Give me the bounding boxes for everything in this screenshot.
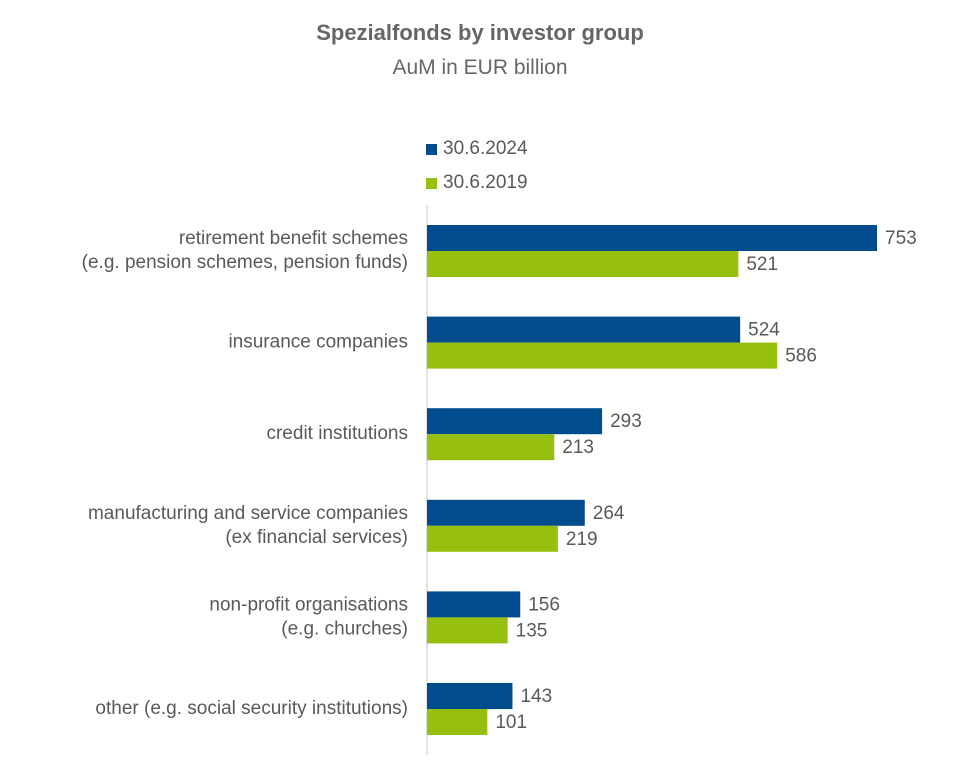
bar: [427, 251, 739, 277]
category-label: (ex financial services): [225, 527, 408, 548]
legend: 30.6.2024 30.6.2019: [426, 132, 528, 200]
data-label: 264: [593, 503, 625, 524]
data-label: 135: [516, 620, 548, 641]
data-label: 586: [785, 346, 817, 367]
data-label: 213: [562, 437, 594, 458]
data-label: 219: [566, 529, 598, 550]
bar: [427, 434, 555, 461]
bar: [427, 342, 778, 369]
chart-title: Spezialfonds by investor group: [316, 20, 644, 45]
data-label: 524: [748, 320, 780, 341]
legend-swatch-2019: [426, 177, 437, 189]
bar: [427, 709, 488, 735]
category-label: credit institutions: [266, 423, 408, 444]
bar: [427, 225, 877, 251]
data-label: 101: [495, 712, 527, 733]
bar: [427, 499, 585, 526]
legend-swatch-2024: [426, 143, 437, 155]
chart-subtitle: AuM in EUR billion: [392, 56, 568, 79]
data-label: 521: [746, 254, 778, 275]
data-label: 143: [520, 686, 552, 707]
data-label: 753: [885, 228, 917, 249]
category-label: (e.g. churches): [281, 618, 408, 639]
legend-item-2019: 30.6.2019: [426, 166, 528, 200]
bar: [427, 316, 741, 343]
bar: [427, 683, 513, 709]
data-label: 293: [610, 411, 642, 432]
bar: [427, 408, 603, 435]
legend-item-2024: 30.6.2024: [426, 132, 528, 166]
bar: [427, 617, 508, 644]
category-label: retirement benefit schemes: [179, 228, 408, 249]
bar: [427, 525, 558, 552]
category-label: manufacturing and service companies: [88, 503, 408, 524]
category-label: (e.g. pension schemes, pension funds): [82, 252, 408, 273]
legend-label-2019: 30.6.2019: [443, 172, 528, 193]
data-label: 156: [528, 594, 560, 615]
category-label: non-profit organisations: [209, 594, 408, 615]
category-label: other (e.g. social security institutions…: [95, 698, 408, 719]
category-label: insurance companies: [228, 332, 408, 353]
bar: [427, 591, 521, 618]
legend-label-2024: 30.6.2024: [443, 138, 528, 159]
